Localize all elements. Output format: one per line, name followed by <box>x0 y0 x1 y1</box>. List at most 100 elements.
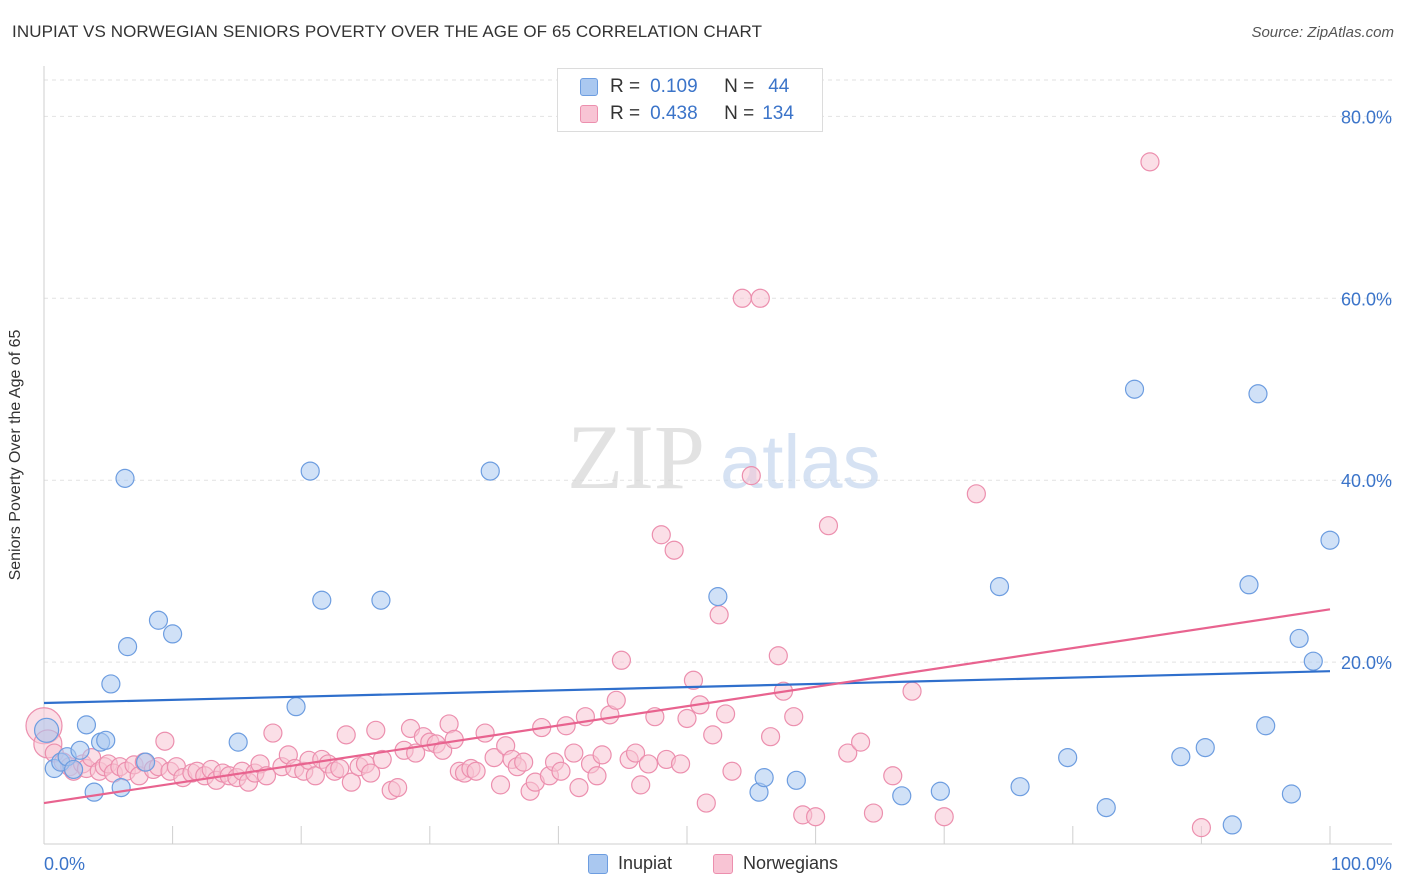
data-point <box>768 646 788 666</box>
data-point <box>1320 530 1340 550</box>
data-point <box>135 752 156 772</box>
norwegians-swatch <box>713 853 733 874</box>
data-point <box>902 681 922 701</box>
data-point <box>1171 747 1191 767</box>
data-point <box>606 690 626 710</box>
inupiat-swatch <box>588 853 608 874</box>
data-point <box>305 766 325 786</box>
norwegians-swatch <box>580 105 598 123</box>
data-point <box>664 540 684 560</box>
data-point <box>1191 818 1212 838</box>
data-point <box>851 732 871 752</box>
data-point <box>300 461 320 481</box>
data-point <box>741 466 761 486</box>
data-point <box>371 590 391 610</box>
data-point <box>934 807 954 827</box>
data-point <box>703 725 723 745</box>
data-point <box>750 288 770 308</box>
data-point <box>587 766 607 786</box>
data-point <box>96 730 116 750</box>
data-point <box>480 461 500 481</box>
x-tick-label: 100.0% <box>1331 854 1392 874</box>
data-point <box>863 803 884 823</box>
y-axis-label: Seniors Poverty Over the Age of 65 <box>7 329 24 581</box>
legend-label-inupiat: Inupiat <box>618 853 673 873</box>
r-label: R = <box>610 76 641 97</box>
data-point <box>336 725 356 745</box>
data-point <box>1058 747 1078 768</box>
data-point <box>592 745 612 765</box>
data-point <box>228 732 248 752</box>
data-point <box>76 715 97 735</box>
y-tick-label: 80.0% <box>1341 107 1392 127</box>
stats-row-norwegians: R = 0.438 N = 134 <box>580 102 794 126</box>
data-point <box>117 637 138 657</box>
watermark: ZIP atlas <box>567 406 881 508</box>
data-point <box>84 782 104 802</box>
y-tick-label: 60.0% <box>1341 289 1392 309</box>
data-point <box>341 772 361 792</box>
data-point <box>696 793 716 813</box>
legend-item-inupiat[interactable]: Inupiat <box>588 853 672 874</box>
r-value: 0.109 <box>650 76 698 97</box>
data-point <box>514 752 534 772</box>
data-point <box>1281 784 1302 804</box>
data-point <box>651 525 671 545</box>
data-point <box>63 759 84 780</box>
data-point <box>892 786 912 806</box>
data-point <box>372 749 392 770</box>
inupiat-swatch <box>580 78 598 96</box>
n-label: N = <box>724 76 755 97</box>
data-point <box>569 778 589 798</box>
data-point <box>708 587 728 607</box>
data-point <box>1239 575 1259 595</box>
data-point <box>611 650 632 670</box>
data-point <box>760 727 781 747</box>
n-value: 44 <box>768 76 790 97</box>
data-point <box>1303 651 1323 671</box>
data-point <box>564 743 584 763</box>
x-tick-label: 0.0% <box>44 854 85 874</box>
data-point <box>33 717 60 743</box>
data-point <box>148 610 169 630</box>
data-point <box>786 770 806 790</box>
data-point <box>1124 379 1145 399</box>
data-point <box>366 720 386 740</box>
data-point <box>263 723 283 743</box>
data-point <box>361 763 381 783</box>
n-value: 134 <box>762 103 794 124</box>
watermark-zip: ZIP <box>567 406 705 508</box>
data-point <box>70 740 90 760</box>
legend-label-norwegians: Norwegians <box>743 853 839 873</box>
data-point <box>818 516 839 536</box>
legend-item-norwegians[interactable]: Norwegians <box>713 853 838 874</box>
data-point <box>101 674 121 694</box>
data-point <box>1010 777 1030 797</box>
stats-row-inupiat: R = 0.109 N = 44 <box>580 75 789 99</box>
data-point <box>1195 737 1215 758</box>
data-point <box>1289 628 1309 649</box>
stats-legend: R = 0.109 N = 44 R = 0.438 N = 134 <box>557 68 823 132</box>
data-point <box>625 743 646 763</box>
data-point <box>966 484 986 504</box>
data-point <box>683 670 704 690</box>
data-point <box>1248 384 1268 404</box>
data-point <box>638 754 659 774</box>
y-tick-label: 20.0% <box>1341 653 1392 673</box>
data-point <box>163 624 183 644</box>
data-point <box>155 731 175 751</box>
data-point <box>1256 716 1276 736</box>
data-point <box>388 778 408 798</box>
watermark-atlas: atlas <box>720 420 881 505</box>
data-point <box>883 766 903 786</box>
data-point <box>551 761 571 781</box>
data-point <box>466 761 486 781</box>
data-point <box>490 775 511 795</box>
tick-labels: 20.0% 40.0% 60.0% 80.0% 0.0% 100.0% <box>44 107 1392 874</box>
data-point <box>989 577 1010 597</box>
y-tick-label: 40.0% <box>1341 471 1392 491</box>
trend-line <box>43 670 1331 705</box>
data-point <box>930 781 950 801</box>
data-point <box>838 743 858 763</box>
data-point <box>677 708 697 729</box>
